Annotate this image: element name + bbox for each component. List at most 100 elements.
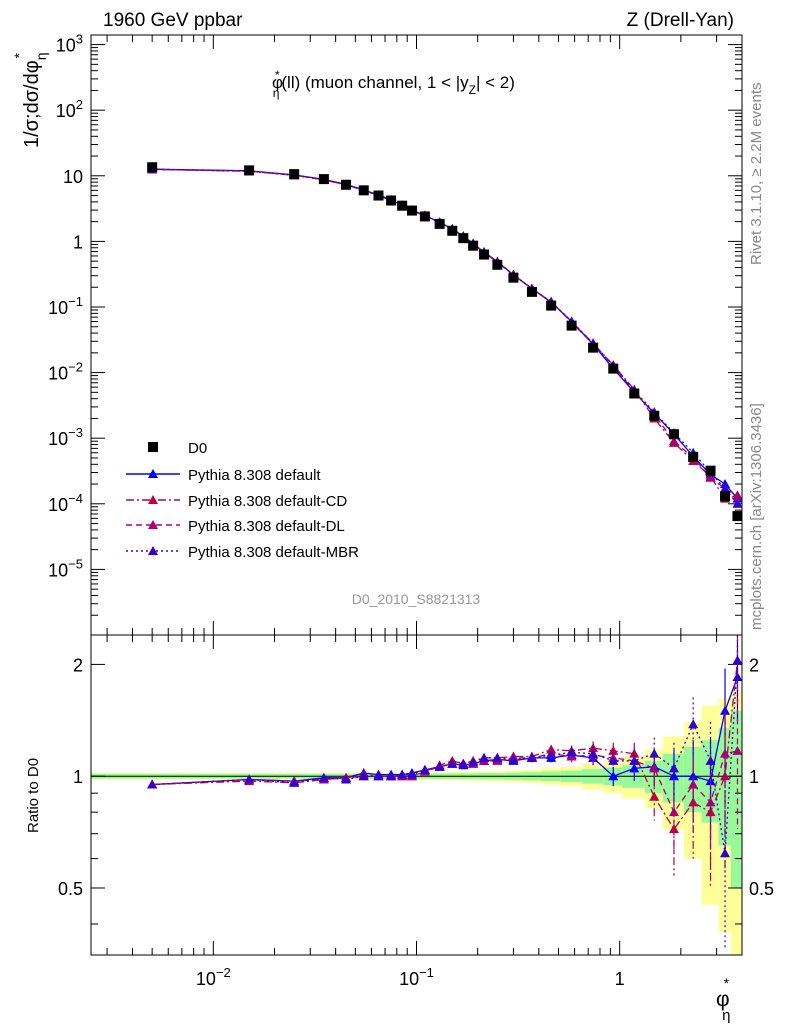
- ratio-point-3: [386, 771, 397, 781]
- ratio-point-3: [318, 772, 329, 782]
- data-point: [588, 342, 599, 353]
- ratio-point-3: [566, 747, 577, 757]
- ratio-y-tick-label: 0.5: [58, 879, 83, 899]
- series-3-point: [668, 436, 679, 446]
- y-tick-label: 10−4: [48, 491, 83, 515]
- ratio-point-0: [629, 763, 640, 773]
- ratio-point-3: [289, 777, 300, 787]
- header-process: Z (Drell-Yan): [627, 10, 734, 31]
- y-tick-label: 10−5: [48, 556, 83, 580]
- header-energy: 1960 GeV ppbar: [103, 10, 243, 31]
- series-line-4: [152, 168, 739, 505]
- data-point: [720, 491, 731, 502]
- data-point: [318, 174, 329, 185]
- data-point: [688, 451, 699, 462]
- ratio-y-tick-label-right: 1: [749, 767, 759, 787]
- y-tick-label: 10−1: [48, 294, 83, 318]
- legend-marker-1: [148, 469, 158, 478]
- ratio-point-3: [508, 754, 519, 764]
- ratio-y-tick-label: 2: [73, 655, 83, 675]
- ratio-point-2: [732, 745, 743, 755]
- legend-marker-2: [148, 495, 158, 504]
- ratio-point-1: [649, 791, 660, 801]
- data-point: [458, 233, 469, 244]
- ratio-y-tick-label-right: 0.5: [749, 879, 774, 899]
- ratio-point-1: [705, 807, 716, 817]
- data-point: [492, 259, 503, 270]
- data-point: [397, 200, 408, 211]
- data-point: [608, 363, 619, 374]
- ratio-y-label: Ratio to D0: [25, 758, 42, 833]
- ratio-point-3: [526, 752, 537, 762]
- data-point: [705, 465, 716, 476]
- legend-label-0: D0: [188, 440, 207, 457]
- ratio-point-3: [608, 755, 619, 765]
- y-tick-label: 103: [56, 32, 83, 56]
- ratio-point-2: [668, 807, 679, 817]
- legend-marker-3: [148, 520, 158, 529]
- y-tick-label: 10−2: [48, 360, 83, 384]
- ratio-point-3: [468, 757, 479, 767]
- series-4-point: [732, 498, 743, 508]
- data-point: [341, 179, 352, 190]
- data-point: [419, 211, 430, 222]
- y-tick-label: 1: [73, 232, 83, 252]
- ratio-point-2: [720, 748, 731, 758]
- mcplots-label: mcplots.cern.ch [arXiv:1306.3436]: [748, 403, 765, 630]
- ratio-point-3: [588, 748, 599, 758]
- series-3-point: [732, 491, 743, 501]
- ratio-point-3: [705, 755, 716, 765]
- ratio-point-3: [358, 771, 369, 781]
- data-point: [668, 429, 679, 440]
- ratio-point-2: [688, 779, 699, 789]
- series-3-point: [705, 472, 716, 482]
- series-line-1: [152, 168, 738, 500]
- data-point: [526, 286, 537, 297]
- data-point: [147, 162, 158, 173]
- data-point: [358, 185, 369, 196]
- legend: D0 Pythia 8.308 default Pythia 8.308 defau…: [126, 440, 359, 561]
- ratio-point-3: [546, 750, 557, 760]
- ratio-point-0: [608, 771, 619, 781]
- ratio-point-3: [373, 771, 384, 781]
- ratio-point-3: [447, 758, 458, 768]
- ratio-point-3: [720, 848, 731, 858]
- data-point: [406, 205, 417, 216]
- ratio-point-3: [341, 774, 352, 784]
- data-point: [566, 320, 577, 331]
- main-plot-title: φ* η(ll) (muon channel, 1 < |yZ| < 2): [272, 68, 515, 100]
- data-point: [508, 272, 519, 283]
- legend-label-4: Pythia 8.308 default-MBR: [188, 544, 359, 561]
- legend-marker-data: [148, 442, 158, 452]
- ratio-point-0: [688, 771, 699, 781]
- main-plot-marks: [147, 162, 743, 522]
- ratio-point-0: [668, 771, 679, 781]
- ratio-point-1: [668, 824, 679, 834]
- data-point: [732, 511, 743, 522]
- data-point: [447, 225, 458, 236]
- y-tick-label: 10−3: [48, 425, 83, 449]
- series-4-point: [720, 483, 731, 493]
- ratio-uncertainty-bands: [91, 690, 742, 955]
- ratio-point-3: [629, 755, 640, 765]
- ratio-point-3: [147, 779, 158, 789]
- ratio-plot-frame: [90, 634, 743, 956]
- ratio-point-3: [732, 655, 743, 665]
- legend-marker-4: [148, 546, 158, 555]
- ratio-y-tick-label: 1: [73, 767, 83, 787]
- svg-text:1/σ;dσ/dφη*: 1/σ;dσ/dφη*: [11, 53, 49, 149]
- ratio-point-3: [668, 763, 679, 773]
- ratio-point-3: [492, 752, 503, 762]
- data-point: [546, 300, 557, 311]
- data-point: [289, 169, 300, 180]
- data-point: [386, 195, 397, 206]
- x-axis-label: φ* η: [716, 975, 730, 1024]
- ratio-plot-marks: [147, 635, 743, 951]
- series-line-2: [152, 168, 738, 500]
- data-point: [468, 240, 479, 251]
- data-point: [373, 190, 384, 201]
- band-inner: [730, 710, 742, 888]
- ratio-point-2: [705, 797, 716, 807]
- ratio-point-3: [397, 769, 408, 779]
